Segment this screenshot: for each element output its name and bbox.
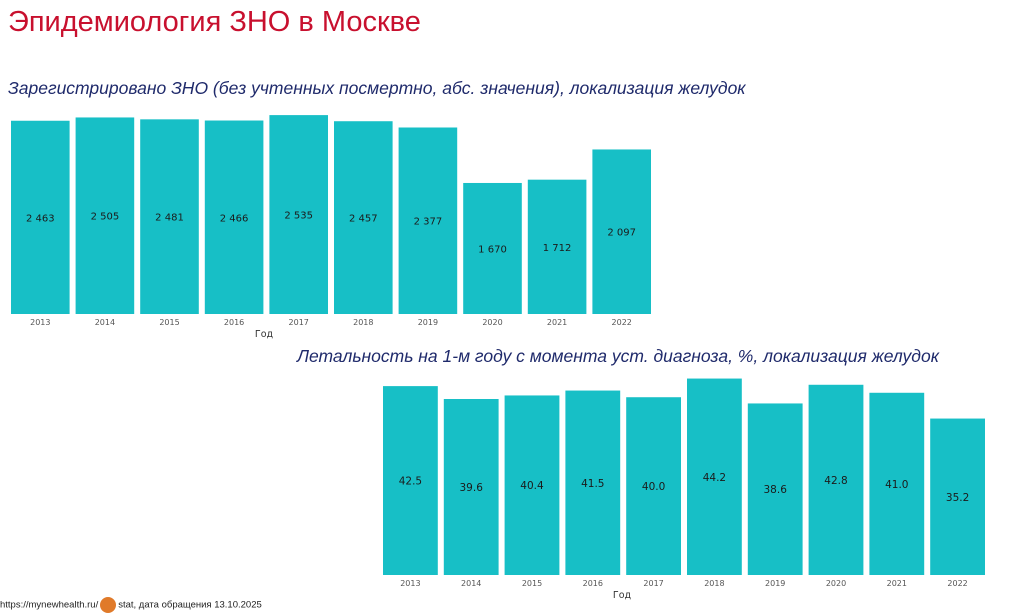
value-label-2015: 40.4: [520, 480, 544, 492]
x-tick-2016: 2016: [583, 579, 603, 588]
x-axis-label: Год: [613, 590, 632, 601]
x-tick-2017: 2017: [643, 579, 663, 588]
value-label-2014: 39.6: [460, 482, 484, 494]
bar-2018: [687, 378, 742, 575]
value-label-2018: 44.2: [703, 472, 726, 484]
x-tick-2021: 2021: [547, 318, 567, 327]
source-logo-icon: [100, 597, 117, 613]
source-footer: https://mynewhealth.ru/stat, дата обраще…: [0, 597, 262, 613]
value-label-2020: 1 670: [478, 244, 507, 255]
bar-2021: [869, 392, 925, 575]
bar-2017: [269, 115, 328, 314]
bar-2017: [626, 397, 681, 575]
value-label-2016: 41.5: [581, 478, 604, 490]
value-label-2018: 2 457: [349, 214, 378, 225]
x-tick-2018: 2018: [353, 318, 373, 327]
bar-2013: [383, 386, 438, 575]
x-axis-label: Год: [255, 329, 274, 340]
x-tick-2016: 2016: [224, 318, 244, 327]
source-link-prefix[interactable]: https://mynewhealth.ru/: [0, 599, 99, 611]
value-label-2013: 2 463: [26, 213, 55, 224]
bar-2014: [75, 117, 135, 314]
x-tick-2013: 2013: [30, 318, 50, 327]
x-tick-2022: 2022: [947, 579, 967, 588]
value-label-2013: 42.5: [399, 476, 422, 488]
x-tick-2020: 2020: [482, 318, 502, 327]
x-tick-2021: 2021: [887, 579, 907, 588]
x-tick-2014: 2014: [461, 579, 481, 588]
bar-2016: [204, 120, 264, 314]
value-label-2020: 42.8: [824, 475, 847, 487]
value-label-2016: 2 466: [220, 213, 249, 224]
value-label-2017: 2 535: [284, 211, 313, 222]
bar-2014: [443, 399, 499, 575]
value-label-2014: 2 505: [91, 212, 120, 223]
bar-2020: [808, 384, 864, 575]
value-label-2019: 38.6: [764, 484, 788, 496]
x-tick-2013: 2013: [400, 579, 420, 588]
bar-2022: [592, 149, 651, 314]
value-label-2021: 41.0: [885, 479, 908, 491]
bar-2021: [527, 179, 587, 314]
chart-title-registered: Зарегистрировано ЗНО (без учтенных посме…: [8, 78, 746, 98]
x-tick-2019: 2019: [418, 318, 438, 327]
value-label-2022: 2 097: [607, 228, 636, 239]
value-label-2017: 40.0: [642, 481, 665, 493]
chart-title-mortality: Летальность на 1-м году с момента уст. д…: [297, 346, 939, 366]
x-tick-2020: 2020: [826, 579, 846, 588]
bar-2019: [747, 403, 803, 575]
source-access-date: stat, дата обращения 13.10.2025: [118, 599, 262, 611]
bar-2015: [140, 119, 199, 315]
x-tick-2019: 2019: [765, 579, 785, 588]
bar-2013: [11, 120, 70, 314]
value-label-2019: 2 377: [414, 217, 443, 228]
x-tick-2017: 2017: [289, 318, 309, 327]
value-label-2021: 1 712: [543, 243, 572, 254]
bar-2020: [463, 182, 522, 314]
bar-2022: [930, 418, 985, 575]
bar-2019: [398, 127, 458, 315]
x-tick-2018: 2018: [704, 579, 724, 588]
bar-2018: [334, 121, 393, 314]
bar-2015: [504, 395, 560, 575]
bar-2016: [565, 390, 621, 575]
page-title: Эпидемиология ЗНО в Москве: [8, 6, 421, 38]
x-tick-2014: 2014: [95, 318, 115, 327]
x-tick-2015: 2015: [159, 318, 179, 327]
value-label-2022: 35.2: [946, 492, 969, 504]
value-label-2015: 2 481: [155, 213, 184, 224]
x-tick-2022: 2022: [612, 318, 632, 327]
x-tick-2015: 2015: [522, 579, 542, 588]
